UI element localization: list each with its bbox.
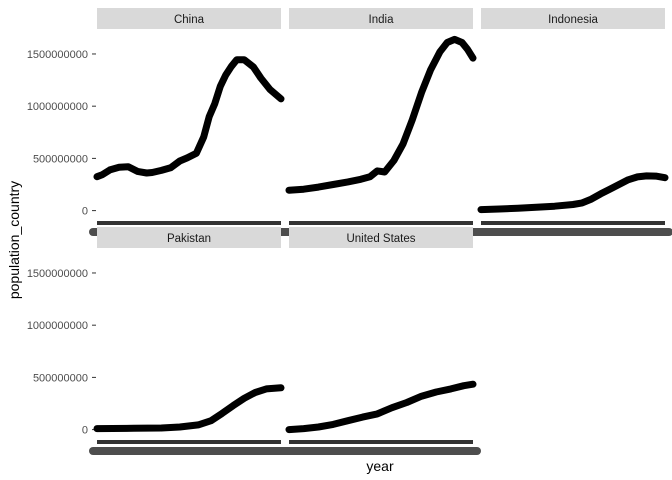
facet-strip: [289, 227, 473, 248]
facet-strip-label: United States: [346, 233, 415, 245]
facet-strip: [481, 8, 665, 29]
y-axis-title: population_country: [6, 181, 22, 299]
x-axis-ticks: [289, 440, 473, 444]
y-tick-label: 500000000: [33, 153, 88, 165]
facet-strip-label: Pakistan: [167, 233, 211, 245]
population-line: [477, 172, 669, 214]
y-tick-label: 1500000000: [27, 268, 88, 280]
facet-strip-label: India: [369, 14, 395, 26]
population-line: [93, 384, 285, 433]
population-line: [285, 35, 477, 194]
x-axis-ticks: [97, 440, 281, 444]
x-axis-ticks: [481, 221, 665, 225]
x-tick-labels-overlap: [281, 447, 481, 455]
x-axis-ticks: [289, 221, 473, 225]
y-tick-label: 1000000000: [27, 101, 88, 113]
facet-strip-label: Indonesia: [548, 14, 598, 26]
y-tick-label: 0: [82, 206, 88, 218]
x-axis-ticks: [97, 221, 281, 225]
facet-strip: [97, 227, 281, 248]
x-axis-title: year: [366, 458, 394, 474]
y-tick-label: 1000000000: [27, 320, 88, 332]
facet-strip-label: China: [174, 14, 205, 26]
x-tick-labels-overlap: [89, 447, 289, 455]
y-tick-label: 1500000000: [27, 49, 88, 61]
facet-strip: [97, 8, 281, 29]
y-tick-label: 0: [82, 425, 88, 437]
population-line: [285, 380, 477, 434]
population-line: [93, 56, 285, 181]
x-tick-labels-overlap: [473, 228, 672, 236]
facet-strip: [289, 8, 473, 29]
y-tick-label: 500000000: [33, 372, 88, 384]
